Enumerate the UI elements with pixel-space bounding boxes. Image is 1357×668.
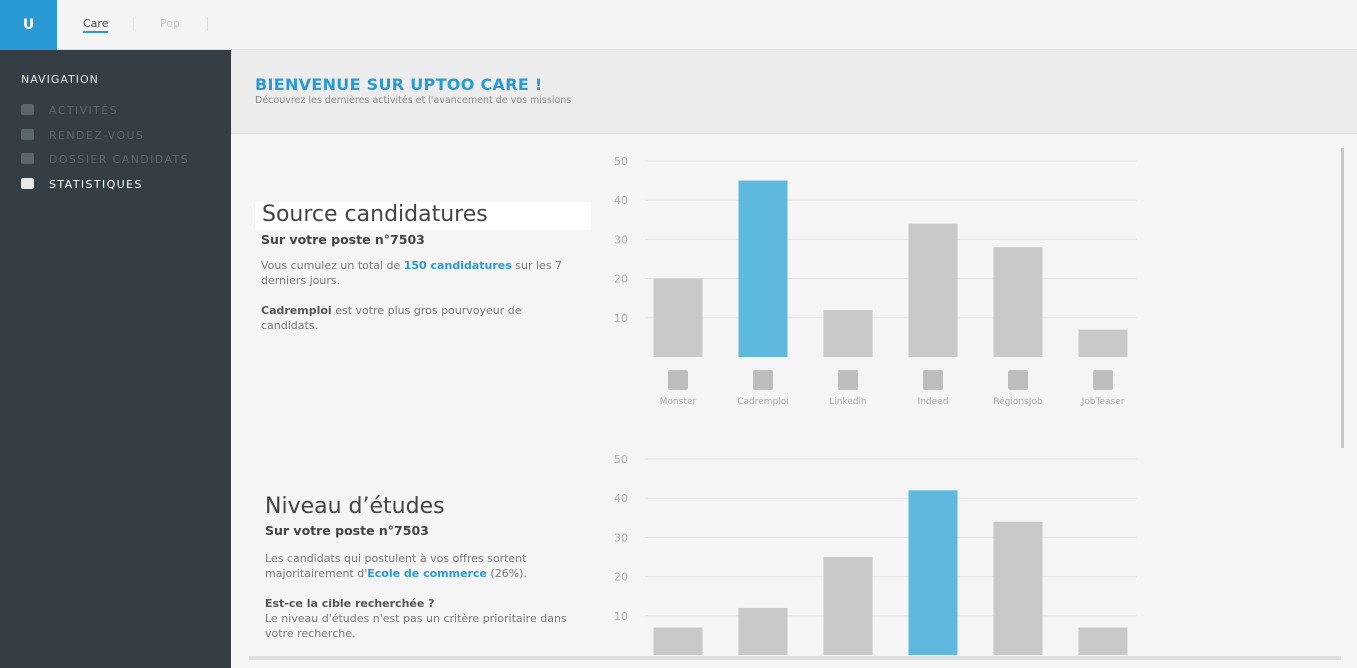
x-tick-label: Linkedin [829,397,867,407]
nav-item[interactable]: RENDEZ-VOUS [49,129,145,142]
header-subtitle: Découvrez les dernières activités et l'a… [255,95,572,106]
y-tick-label: 50 [614,155,628,168]
y-tick-label: 30 [614,531,628,544]
nav-icon [21,153,34,164]
x-tick-label: JobTeaser [1081,397,1125,407]
category-icon [753,370,773,390]
nav-item[interactable]: STATISTIQUES [49,178,143,191]
bold-text: Cadremploi [261,304,332,317]
y-tick-label: 50 [614,453,628,466]
y-tick-label: 30 [614,233,628,246]
highlight: Ecole de commerce [367,567,487,580]
sidebar [0,50,231,668]
bar [823,309,873,357]
text: Le niveau d'études n'est pas un critère … [265,612,567,640]
text: Les candidats qui postulent à vos offres… [265,552,527,580]
bar [908,223,958,357]
bar [653,278,703,357]
bar [653,627,703,655]
tab[interactable]: Pop [160,17,180,30]
header-title: BIENVENUE SUR UPTOO CARE ! [255,75,543,94]
paragraph: Est-ce la cible recherchée ? Le niveau d'… [265,596,585,641]
nav-icon [21,129,34,140]
bar [993,521,1043,655]
bold-text: Est-ce la cible recherchée ? [265,597,435,610]
paragraph: Cadremploi est votre plus gros pourvoyeu… [261,303,581,333]
bar [823,557,873,655]
paragraph: Les candidats qui postulent à vos offres… [265,551,585,581]
section-subtitle: Sur votre poste n°7503 [265,523,429,538]
category-icon [1093,370,1113,390]
nav-item[interactable]: DOSSIER CANDIDATS [49,153,190,166]
x-tick-label: Monster [660,397,697,407]
header [231,50,1357,134]
y-tick-label: 20 [614,273,628,286]
bar [738,607,788,655]
bar [738,180,788,357]
topbar [0,0,1357,50]
paragraph: Vous cumulez un total de 150 candidature… [261,258,581,288]
x-tick-label: RégionsJob [993,396,1043,407]
section-subtitle: Sur votre poste n°7503 [261,232,425,247]
category-icon [838,370,858,390]
nav-item[interactable]: ACTIVITÉS [49,104,118,117]
y-tick-label: 40 [614,492,628,505]
bar [1078,329,1128,357]
logo[interactable]: U [0,0,57,50]
title-bg [255,202,591,230]
text: (26%). [486,567,527,580]
y-tick-label: 20 [614,571,628,584]
x-tick-label: Cadremploi [737,397,789,407]
text: sur les 7 derniers jours. [261,259,563,287]
bar [1078,627,1128,655]
separator [133,17,134,31]
nav-icon [21,104,34,115]
separator [207,17,208,31]
x-tick-label: Indeed [918,397,949,407]
section-title: Niveau d’études [265,494,445,519]
highlight: 150 candidatures [403,259,512,272]
section-title: Source candidatures [262,202,488,227]
category-icon [668,370,688,390]
text: est votre plus gros pourvoyeur de candid… [261,304,522,332]
bar [908,490,958,655]
text: Vous cumulez un total de [261,259,404,272]
nav-heading: NAVIGATION [21,73,99,86]
scrollbar[interactable] [249,656,1341,660]
y-tick-label: 40 [614,194,628,207]
category-icon [923,370,943,390]
scrollbar[interactable] [1341,148,1344,448]
tab[interactable]: Care [83,17,109,33]
bar [993,247,1043,357]
y-tick-label: 10 [614,610,628,623]
y-tick-label: 10 [614,312,628,325]
nav-icon [21,178,34,189]
category-icon [1008,370,1028,390]
